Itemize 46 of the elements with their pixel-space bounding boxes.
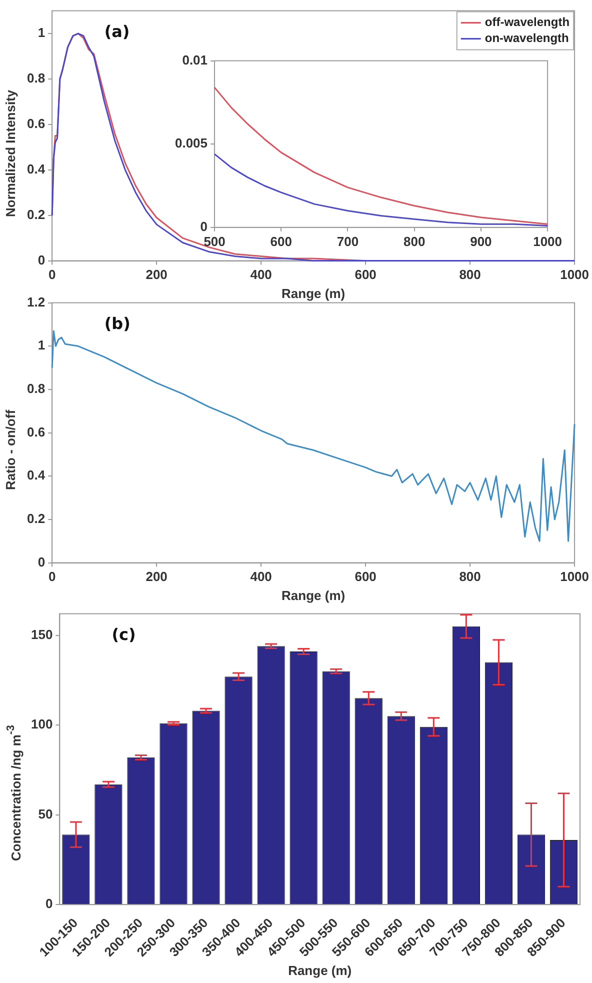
y-tick-label: 1 [38, 338, 46, 353]
x-axis-title: Range (m) [288, 962, 352, 978]
y-tick-label: 0.2 [26, 206, 46, 222]
y-tick-label: 0.4 [26, 468, 46, 483]
y-tick-label: 0 [200, 218, 208, 234]
annotation: (b) [104, 314, 130, 333]
annotation: (a) [104, 22, 130, 41]
x-tick-label: 600 [270, 234, 292, 249]
y-tick-label: 0.6 [26, 424, 46, 440]
x-tick-label: 700 [336, 234, 359, 249]
x-tick-label: 1000 [560, 267, 589, 282]
x-tick-label: 400 [250, 569, 272, 584]
y-tick-label: 0 [38, 252, 46, 268]
y-tick-label: 0.8 [26, 70, 46, 86]
x-tick-label: 600 [354, 569, 376, 584]
y-tick-label: 0.2 [26, 511, 46, 526]
x-tick-label: 900 [470, 234, 492, 249]
y-tick-label: 0.6 [26, 116, 46, 132]
y-axis-title: Normalized Intensity [2, 88, 19, 219]
x-tick-label: 200 [146, 267, 168, 282]
legend-label: on-wavelength [484, 31, 569, 46]
x-tick-label: 1000 [533, 234, 562, 249]
x-tick-label: 500 [204, 234, 226, 249]
y-tick-label: 1.2 [26, 294, 46, 310]
y-axis-title: Ratio - on/off [2, 408, 19, 492]
x-tick-label: 600 [354, 267, 376, 282]
x-axis-title: Range (m) [282, 286, 346, 301]
annotation: (c) [112, 624, 136, 644]
x-tick-label: 400 [250, 267, 272, 282]
y-tick-label: 50 [38, 806, 53, 822]
x-tick-label: 1000 [560, 569, 589, 584]
y-tick-label: 1 [38, 25, 46, 40]
y-tick-label: 0.005 [174, 136, 208, 151]
y-tick-label: 0.8 [26, 381, 46, 396]
legend-label: off-wavelength [484, 15, 570, 30]
y-tick-label: 0.01 [182, 52, 208, 68]
x-tick-label: 800 [459, 569, 481, 584]
y-tick-label: 100 [30, 716, 53, 732]
y-tick-label: 0 [45, 896, 53, 912]
x-tick-label: 200 [146, 569, 168, 584]
x-tick-label: 800 [459, 267, 481, 282]
y-tick-label: 0.4 [26, 161, 46, 176]
y-tick-label: 0 [38, 554, 46, 570]
y-tick-label: 150 [30, 626, 53, 642]
x-axis-title: Range (m) [282, 588, 346, 603]
x-tick-label: 800 [403, 234, 426, 249]
